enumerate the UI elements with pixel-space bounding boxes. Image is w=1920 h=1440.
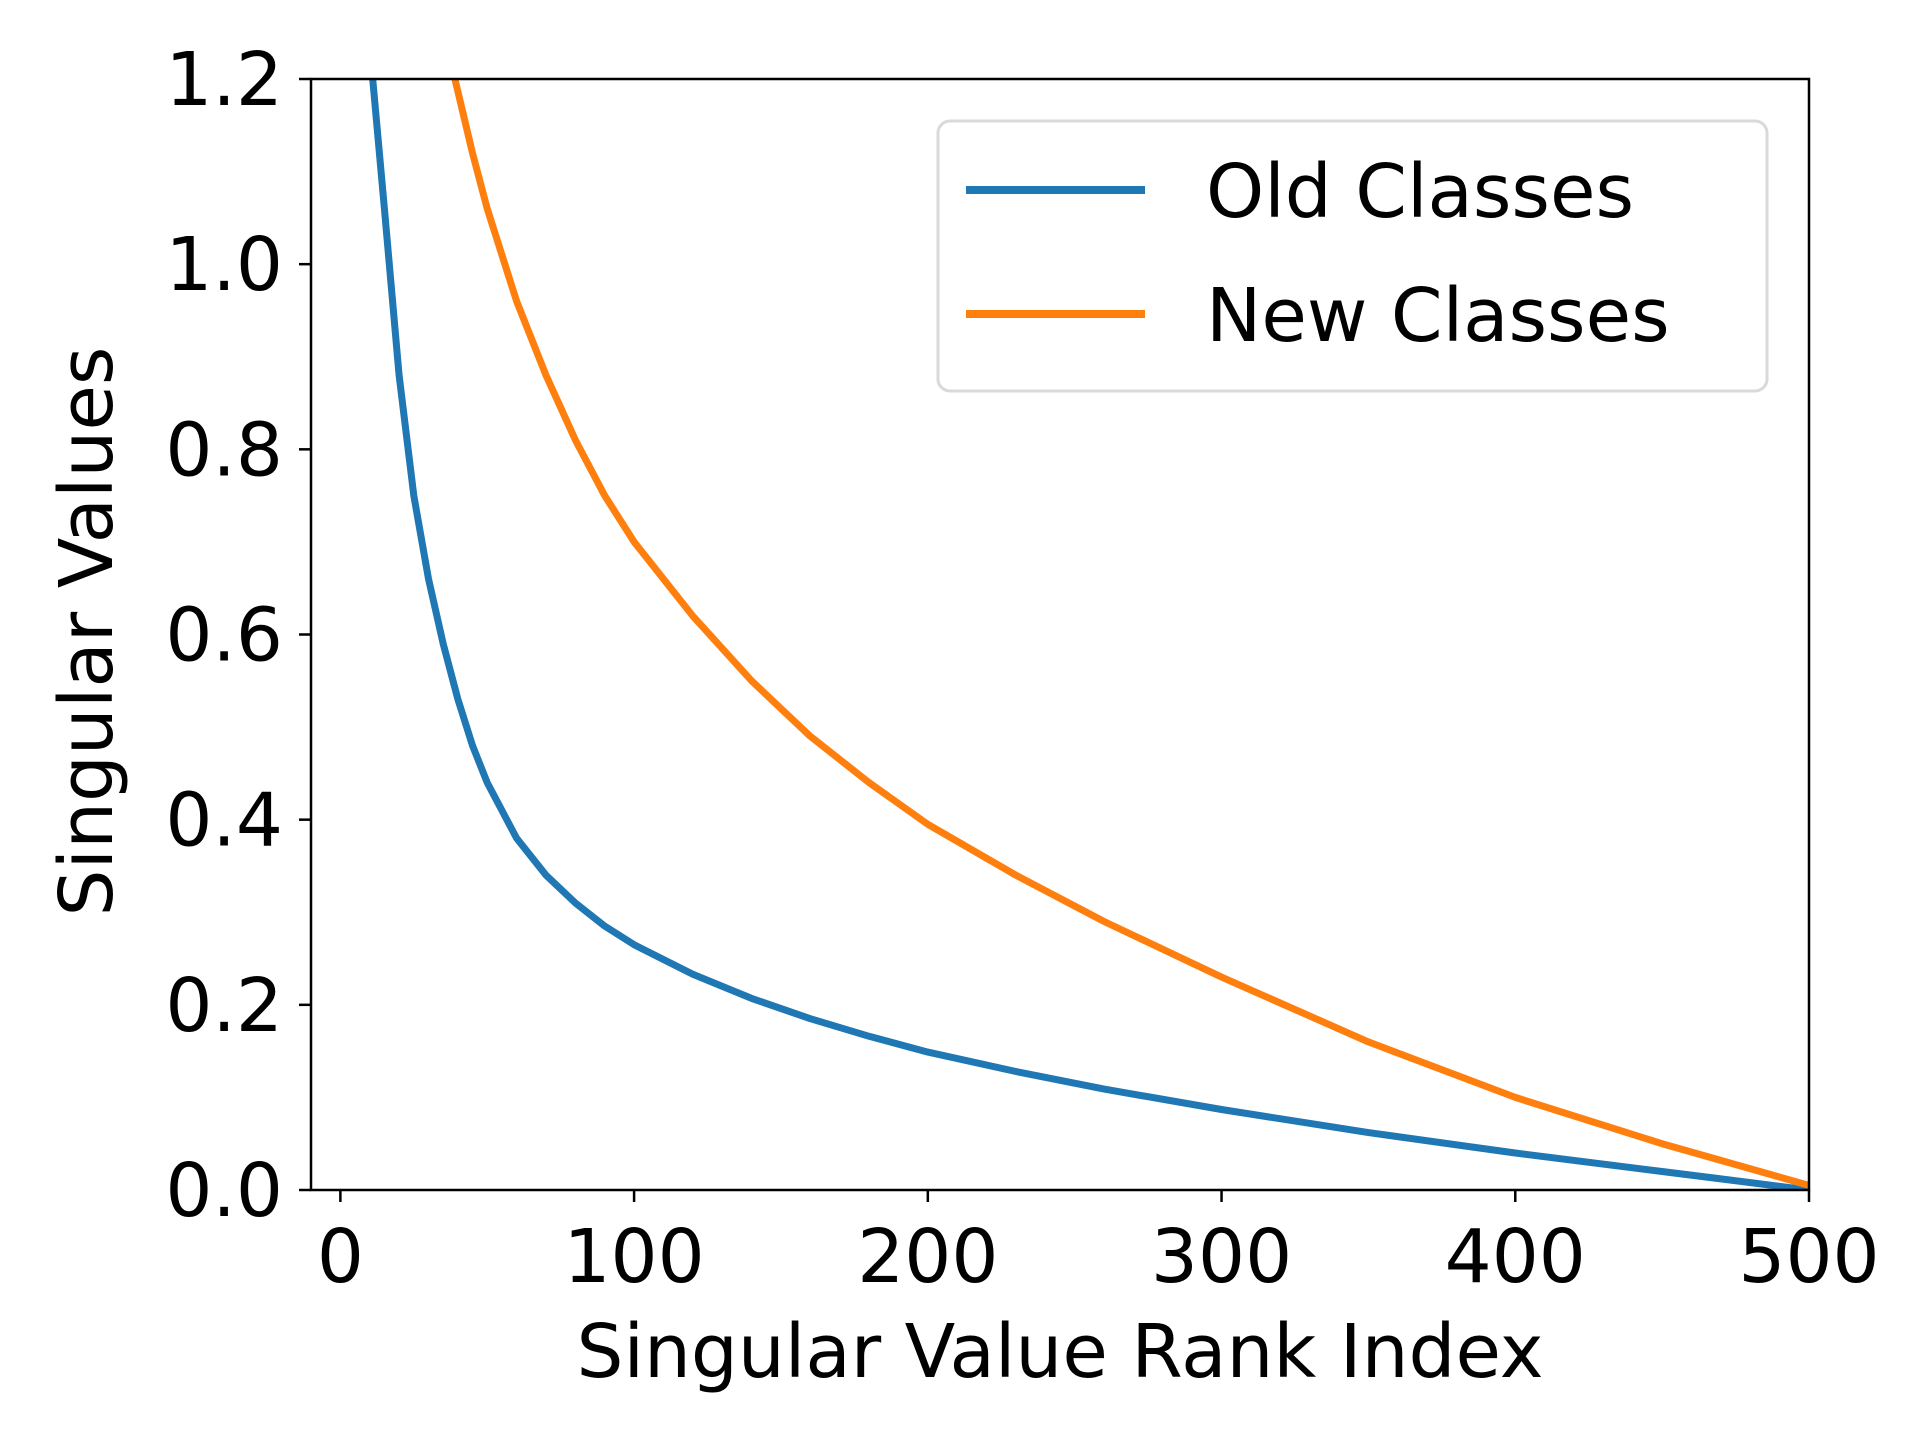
x-tick-label: 300 <box>1151 1214 1292 1300</box>
plot-lines <box>369 79 1809 1190</box>
legend-box <box>936 119 1769 393</box>
y-tick-label: 0.8 <box>165 407 283 493</box>
legend-label-1: Old Classes <box>1206 149 1634 235</box>
y-tick-label: 0.0 <box>165 1148 283 1234</box>
series-line-2 <box>451 79 1809 1189</box>
legend-label-2: New Classes <box>1206 273 1670 359</box>
x-axis-ticks: 0 100 200 300 400 500 <box>317 1190 1880 1300</box>
series-line-1 <box>369 79 1809 1190</box>
x-tick-label: 200 <box>857 1214 998 1300</box>
y-tick-label: 1.2 <box>165 37 283 123</box>
y-axis-ticks: 0.0 0.2 0.4 0.6 0.8 1.0 1.2 <box>165 37 311 1234</box>
legend: Old Classes New Classes <box>936 119 1769 393</box>
y-tick-label: 0.6 <box>165 593 283 679</box>
y-axis-label: Singular Values <box>44 347 130 917</box>
x-tick-label: 400 <box>1445 1214 1586 1300</box>
x-tick-label: 100 <box>563 1214 704 1300</box>
x-tick-label: 0 <box>317 1214 364 1300</box>
y-tick-label: 0.4 <box>165 778 283 864</box>
y-tick-label: 1.0 <box>165 222 283 308</box>
y-tick-label: 0.2 <box>165 963 283 1049</box>
x-axis-label: Singular Value Rank Index <box>576 1309 1543 1395</box>
x-tick-label: 500 <box>1738 1214 1879 1300</box>
